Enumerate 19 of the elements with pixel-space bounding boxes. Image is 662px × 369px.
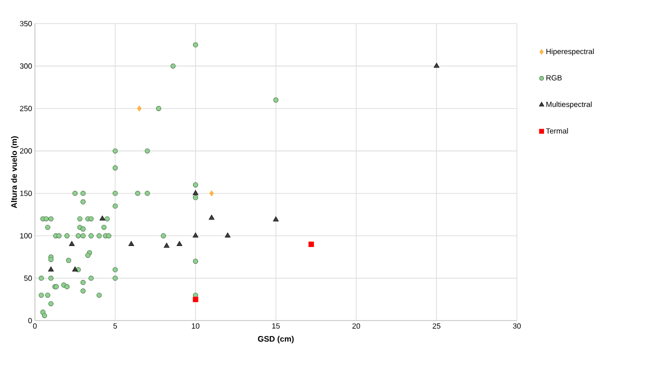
point: [273, 216, 279, 222]
point: [100, 216, 106, 221]
point: [128, 241, 134, 246]
point: [176, 241, 182, 246]
point: [434, 62, 440, 68]
point: [224, 232, 230, 238]
point: [48, 266, 54, 272]
point: [137, 106, 142, 112]
point: [72, 266, 78, 272]
point: [192, 296, 198, 302]
point: [209, 190, 214, 196]
point: [192, 190, 198, 196]
y-axis-title: Altura de vuelo (m): [11, 136, 18, 208]
point: [308, 242, 314, 247]
point: [164, 242, 170, 248]
point: [192, 232, 198, 238]
point: [69, 241, 75, 246]
point: [208, 214, 214, 220]
x-axis-title: GSD (cm): [258, 336, 294, 344]
